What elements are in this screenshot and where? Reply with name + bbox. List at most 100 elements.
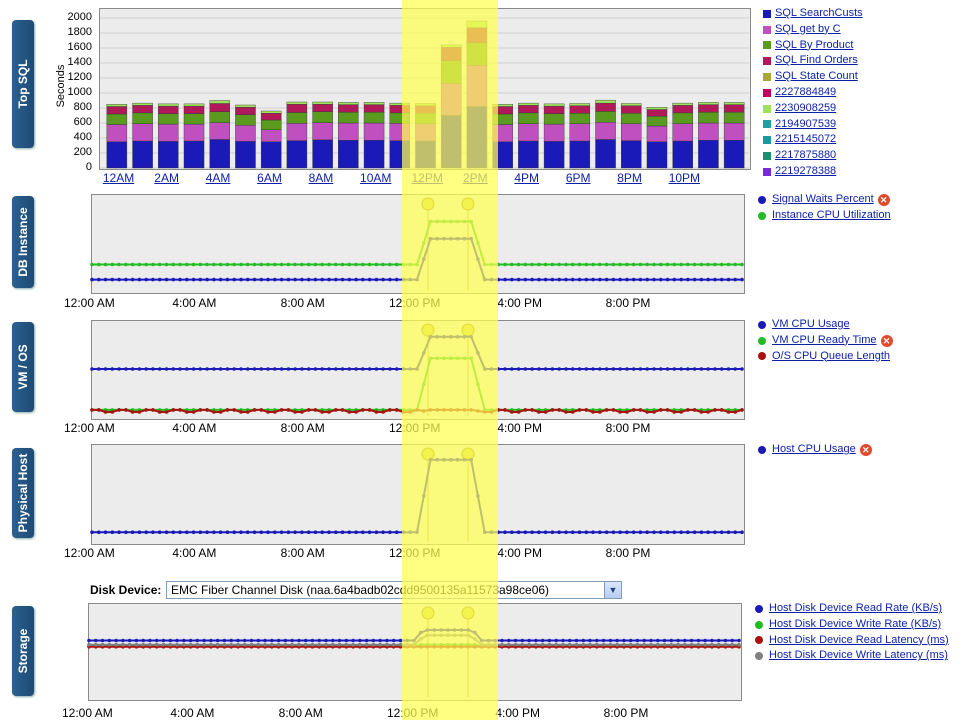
storage-point: [202, 642, 206, 647]
db_instance-point: [537, 277, 541, 282]
tab-vm-os[interactable]: VM / OS: [12, 322, 34, 412]
storage-point: [452, 645, 457, 649]
top-sql-legend: SQL SearchCusts SQL get by C SQL By Produc…: [763, 6, 863, 180]
db_instance-point: [232, 277, 236, 282]
top-sql-xtick-link[interactable]: 2AM: [154, 171, 179, 185]
db_instance-point: [503, 262, 507, 267]
top-sql-xtick-link[interactable]: 4AM: [205, 171, 231, 185]
vm_os-point: [679, 367, 683, 371]
legend-link[interactable]: 2219278388: [775, 164, 837, 177]
physical_host-point: [367, 530, 372, 534]
top-sql-legend-item[interactable]: 2230908259: [763, 101, 863, 117]
top-sql-legend-item[interactable]: 2215145072: [763, 132, 863, 148]
top-sql-bar: [312, 139, 333, 169]
top-sql-xtick-link[interactable]: 10AM: [360, 171, 392, 185]
top-sql-bar: [158, 123, 179, 142]
legend-link[interactable]: Host Disk Device Read Latency (ms): [769, 633, 949, 646]
legend-link[interactable]: Host CPU Usage: [772, 443, 856, 455]
tab-db-instance[interactable]: DB Instance: [12, 196, 34, 288]
remove-icon[interactable]: ✕: [859, 443, 872, 456]
top-sql-legend-item[interactable]: SQL SearchCusts: [763, 6, 863, 22]
top-sql-legend-item[interactable]: 2227884849: [763, 85, 863, 101]
legend-link[interactable]: Instance CPU Utilization: [772, 208, 891, 221]
tab-top-sql[interactable]: Top SQL: [12, 20, 34, 148]
legend-link[interactable]: 2227884849: [775, 85, 837, 98]
storage-point: [188, 638, 193, 643]
legend-link[interactable]: SQL get by C: [775, 22, 841, 35]
physical_host-point: [191, 530, 196, 534]
top-sql-xtick-link[interactable]: 6AM: [257, 171, 282, 185]
tab-storage[interactable]: Storage: [12, 606, 34, 696]
legend-link[interactable]: SQL State Count: [775, 70, 858, 83]
vm_os-point: [191, 410, 196, 414]
legend-link[interactable]: O/S CPU Queue Length: [772, 349, 891, 362]
top-sql-bar: [569, 123, 591, 142]
storage-point: [567, 638, 572, 643]
legend-link[interactable]: 2230908259: [775, 101, 837, 114]
physical-host-legend-item[interactable]: Host CPU Usage ✕: [758, 442, 872, 458]
remove-icon[interactable]: ✕: [880, 334, 893, 347]
top-sql-legend-item[interactable]: 2217875880: [763, 148, 863, 164]
tab-physical-host[interactable]: Physical Host: [12, 448, 34, 538]
top-sql-xtick-link[interactable]: 8PM: [617, 171, 642, 185]
top-sql-legend-item[interactable]: SQL get by C: [763, 22, 863, 38]
legend-link[interactable]: Host Disk Device Write Latency (ms): [769, 649, 948, 662]
legend-link[interactable]: Signal Waits Percent: [772, 193, 874, 205]
legend-link[interactable]: 2194907539: [775, 117, 837, 130]
top-sql-bar: [543, 113, 565, 125]
top-sql-bar: [260, 113, 282, 121]
top-sql-legend-item[interactable]: SQL Find Orders: [763, 53, 863, 69]
legend-link[interactable]: 2215145072: [775, 133, 837, 146]
vm_os-point: [449, 408, 453, 412]
physical_host-point: [388, 530, 392, 534]
legend-link[interactable]: Host Disk Device Write Rate (KB/s): [769, 617, 942, 630]
top-sql-ytick: 600: [73, 116, 92, 128]
legend-link[interactable]: Host Disk Device Read Rate (KB/s): [769, 602, 942, 614]
legend-link[interactable]: SQL By Product: [775, 38, 854, 51]
db_instance-point: [645, 277, 649, 282]
top-sql-xtick-link[interactable]: 4PM: [514, 171, 540, 185]
vm_os-point: [516, 367, 521, 371]
legend-link[interactable]: 2217875880: [775, 149, 837, 162]
top-sql-legend-item[interactable]: 2219278388: [763, 164, 863, 180]
db_instance-point: [584, 277, 589, 282]
physical_host-point: [625, 530, 629, 534]
top-sql-xtick-link[interactable]: 10PM: [668, 171, 701, 185]
legend-link[interactable]: SQL SearchCusts: [775, 7, 863, 19]
physical_host-point: [178, 530, 182, 534]
top-sql-bar: [518, 140, 539, 169]
vm-os-legend-item[interactable]: O/S CPU Queue Length: [758, 349, 893, 365]
db_instance-xtick: 4:00 PM: [497, 296, 543, 310]
vm-os-legend-item[interactable]: VM CPU Usage: [758, 317, 893, 333]
top-sql-legend-item[interactable]: SQL State Count: [763, 69, 863, 85]
top-sql-xtick-link[interactable]: 12AM: [102, 171, 135, 185]
storage-point: [358, 638, 362, 643]
db-instance-legend-item[interactable]: Signal Waits Percent ✕: [758, 192, 891, 208]
top-sql-legend-item[interactable]: SQL By Product: [763, 38, 863, 54]
physical_host-point: [740, 530, 744, 534]
db-instance-legend-item[interactable]: Instance CPU Utilization: [758, 208, 891, 224]
vm_os-point: [496, 408, 501, 412]
storage-legend-item[interactable]: Host Disk Device Write Latency (ms): [755, 648, 949, 664]
top-sql-bar: [466, 27, 488, 43]
legend-link[interactable]: VM CPU Ready Time: [772, 333, 877, 346]
storage-point: [324, 642, 328, 647]
storage-legend-item[interactable]: Host Disk Device Read Latency (ms): [755, 633, 949, 649]
remove-icon[interactable]: ✕: [877, 193, 890, 206]
db_instance-point: [462, 219, 467, 224]
db_instance-point: [570, 277, 575, 282]
vm_os-point: [550, 367, 555, 371]
top-sql-xtick-link[interactable]: 6PM: [565, 171, 591, 185]
legend-link[interactable]: SQL Find Orders: [775, 54, 858, 67]
top-sql-xtick-link[interactable]: 8AM: [308, 171, 334, 185]
top-sql-legend-item[interactable]: 2194907539: [763, 117, 863, 133]
top-sql-bar: [106, 113, 128, 125]
chevron-down-icon[interactable]: ▼: [604, 582, 621, 598]
storage-point: [696, 642, 701, 647]
storage-legend-item[interactable]: Host Disk Device Write Rate (KB/s): [755, 617, 949, 633]
db_instance-point: [692, 277, 697, 282]
vm-os-legend-item[interactable]: VM CPU Ready Time ✕: [758, 333, 893, 349]
storage-legend-item[interactable]: Host Disk Device Read Rate (KB/s): [755, 601, 949, 617]
legend-link[interactable]: VM CPU Usage: [772, 318, 850, 330]
db_instance-point: [686, 277, 690, 282]
